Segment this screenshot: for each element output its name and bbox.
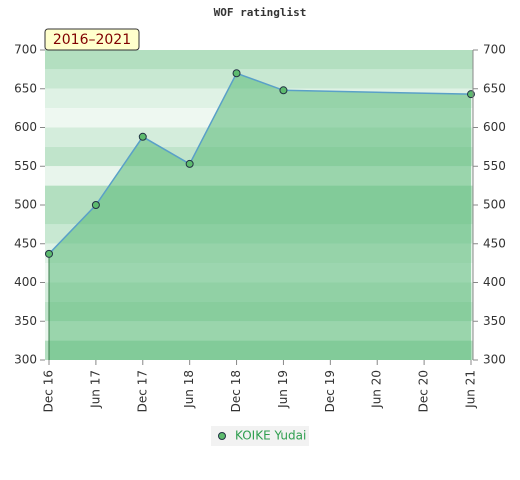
y2-tick-label: 600 [483, 120, 506, 134]
area [49, 73, 471, 360]
y-tick-label: 550 [14, 159, 37, 173]
x-tick-label: Jun 21 [464, 370, 478, 409]
y2-tick-label: 400 [483, 275, 506, 289]
band [45, 50, 473, 70]
annotation: 2016–2021 [53, 32, 131, 48]
y-tick-label: 700 [14, 43, 37, 57]
y2-tick-label: 300 [483, 353, 506, 367]
y-tick-label: 450 [14, 236, 37, 250]
x-tick-label: Dec 17 [135, 370, 149, 412]
point [279, 86, 288, 95]
y-tick-label: 600 [14, 120, 37, 134]
y2-tick-label: 350 [483, 314, 506, 328]
y2-tick-label: 450 [483, 236, 506, 250]
y-tick-label: 500 [14, 198, 37, 212]
point [232, 69, 241, 78]
y-tick-label: 300 [14, 353, 37, 367]
legend-marker [218, 432, 226, 440]
point [138, 132, 147, 141]
x-tick-label: Jun 18 [182, 370, 196, 409]
x-tick-label: Dec 16 [42, 370, 56, 412]
point [185, 159, 194, 168]
legend-box [211, 426, 309, 446]
x-tick-label: Dec 18 [229, 370, 243, 412]
x-tick-label: Dec 20 [417, 370, 431, 412]
band [45, 69, 473, 89]
y2-tick-label: 500 [483, 198, 506, 212]
x-tick-label: Jun 17 [88, 370, 102, 409]
y2-tick-label: 700 [483, 43, 506, 57]
plot [45, 69, 475, 360]
annotation-box [44, 28, 140, 51]
y-tick-label: 350 [14, 314, 37, 328]
y-tick-label: 400 [14, 275, 37, 289]
x-tick-label: Dec 19 [323, 370, 337, 412]
y2-tick-label: 650 [483, 81, 506, 95]
y2-tick-label: 550 [483, 159, 506, 173]
chart-title: WOF ratinglist [214, 6, 307, 19]
x-tick-label: Jun 19 [276, 370, 290, 409]
point [91, 201, 100, 209]
x-tick-label: Jun 20 [370, 370, 384, 409]
y-tick-label: 650 [14, 81, 37, 95]
point [45, 249, 53, 258]
legend-label: KOIKE Yudai [235, 429, 306, 443]
